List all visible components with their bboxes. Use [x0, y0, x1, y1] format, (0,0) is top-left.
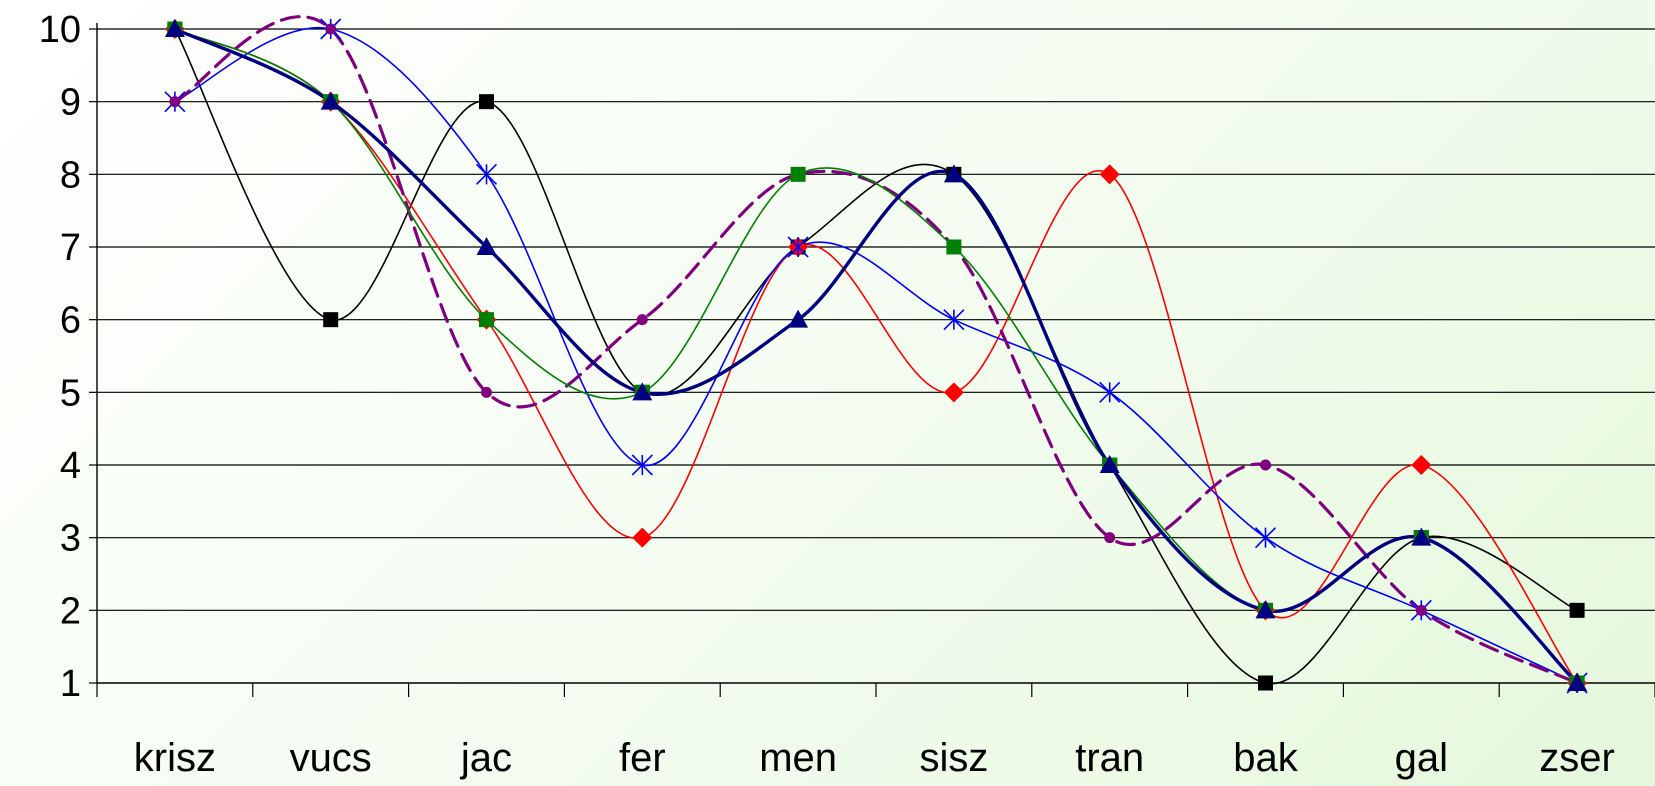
data-point-series-4	[1104, 532, 1116, 544]
data-point-series-4	[481, 386, 492, 398]
data-point-series-6	[164, 19, 185, 37]
gridlines	[97, 28, 1655, 611]
x-tick-label: men	[759, 736, 837, 780]
data-point-series-2	[632, 527, 653, 548]
data-point-series-2	[943, 382, 964, 403]
data-point-series-5	[479, 312, 494, 328]
y-tick-label: 5	[60, 372, 81, 414]
data-point-series-4	[636, 314, 648, 326]
y-tick-label: 10	[39, 9, 81, 51]
x-tick-labels: krisz vucs jac fer men sisz tran bak gal zser	[134, 736, 1615, 780]
series-markers	[164, 18, 1588, 694]
data-point-series-4	[325, 23, 337, 35]
data-point-series-3	[787, 236, 809, 258]
data-point-series-1	[1258, 675, 1273, 691]
data-point-series-1	[1569, 602, 1585, 618]
x-tick-label: vucs	[290, 736, 372, 780]
series-line-5	[174, 28, 1578, 684]
data-point-series-5	[946, 239, 962, 255]
series-line-4	[173, 15, 1579, 685]
series-line-3	[174, 26, 1578, 684]
y-tick-label: 6	[60, 300, 81, 342]
data-point-series-6	[1255, 600, 1276, 619]
x-tick-label: sisz	[919, 736, 988, 780]
axes	[89, 23, 1655, 697]
x-tick-label: tran	[1075, 736, 1144, 780]
data-point-series-6	[476, 237, 497, 255]
y-tick-label: 8	[60, 154, 81, 196]
y-tick-labels: 1 2 3 4 5 6 7 8 9 10	[39, 9, 81, 705]
data-point-series-4	[169, 96, 181, 108]
data-point-series-6	[1099, 455, 1120, 473]
y-tick-label: 1	[60, 663, 81, 705]
data-point-series-3	[475, 163, 498, 185]
y-tick-label: 3	[60, 518, 81, 560]
series-line-2	[174, 28, 1578, 684]
series-lines	[173, 15, 1579, 685]
data-point-series-6	[320, 91, 341, 110]
x-tick-label: zser	[1539, 736, 1615, 780]
x-tick-label: fer	[619, 736, 666, 780]
series-line-6	[173, 27, 1579, 685]
y-tick-label: 4	[60, 445, 81, 487]
data-point-series-1	[479, 94, 494, 110]
data-point-series-6	[943, 164, 964, 183]
data-point-series-6	[1411, 527, 1432, 546]
data-point-series-2	[1099, 164, 1120, 185]
data-point-series-1	[323, 312, 339, 328]
x-tick-label: gal	[1395, 736, 1448, 780]
data-point-series-3	[1099, 381, 1121, 403]
x-tick-label: bak	[1233, 736, 1298, 780]
data-point-series-6	[1567, 673, 1588, 691]
data-point-series-3	[631, 454, 653, 476]
x-tick-label: krisz	[134, 736, 216, 780]
data-point-series-5	[790, 166, 806, 182]
data-point-series-2	[1411, 455, 1432, 475]
data-point-series-3	[1254, 527, 1277, 549]
x-tick-label: jac	[460, 736, 512, 780]
data-point-series-3	[943, 309, 965, 331]
y-tick-label: 2	[60, 590, 81, 632]
data-point-series-6	[632, 382, 653, 401]
data-point-series-4	[1260, 459, 1271, 471]
data-point-series-4	[1415, 604, 1427, 616]
data-point-series-6	[788, 309, 809, 328]
series-line-1	[174, 28, 1578, 685]
y-tick-label: 7	[60, 227, 81, 269]
y-tick-label: 9	[60, 82, 81, 124]
